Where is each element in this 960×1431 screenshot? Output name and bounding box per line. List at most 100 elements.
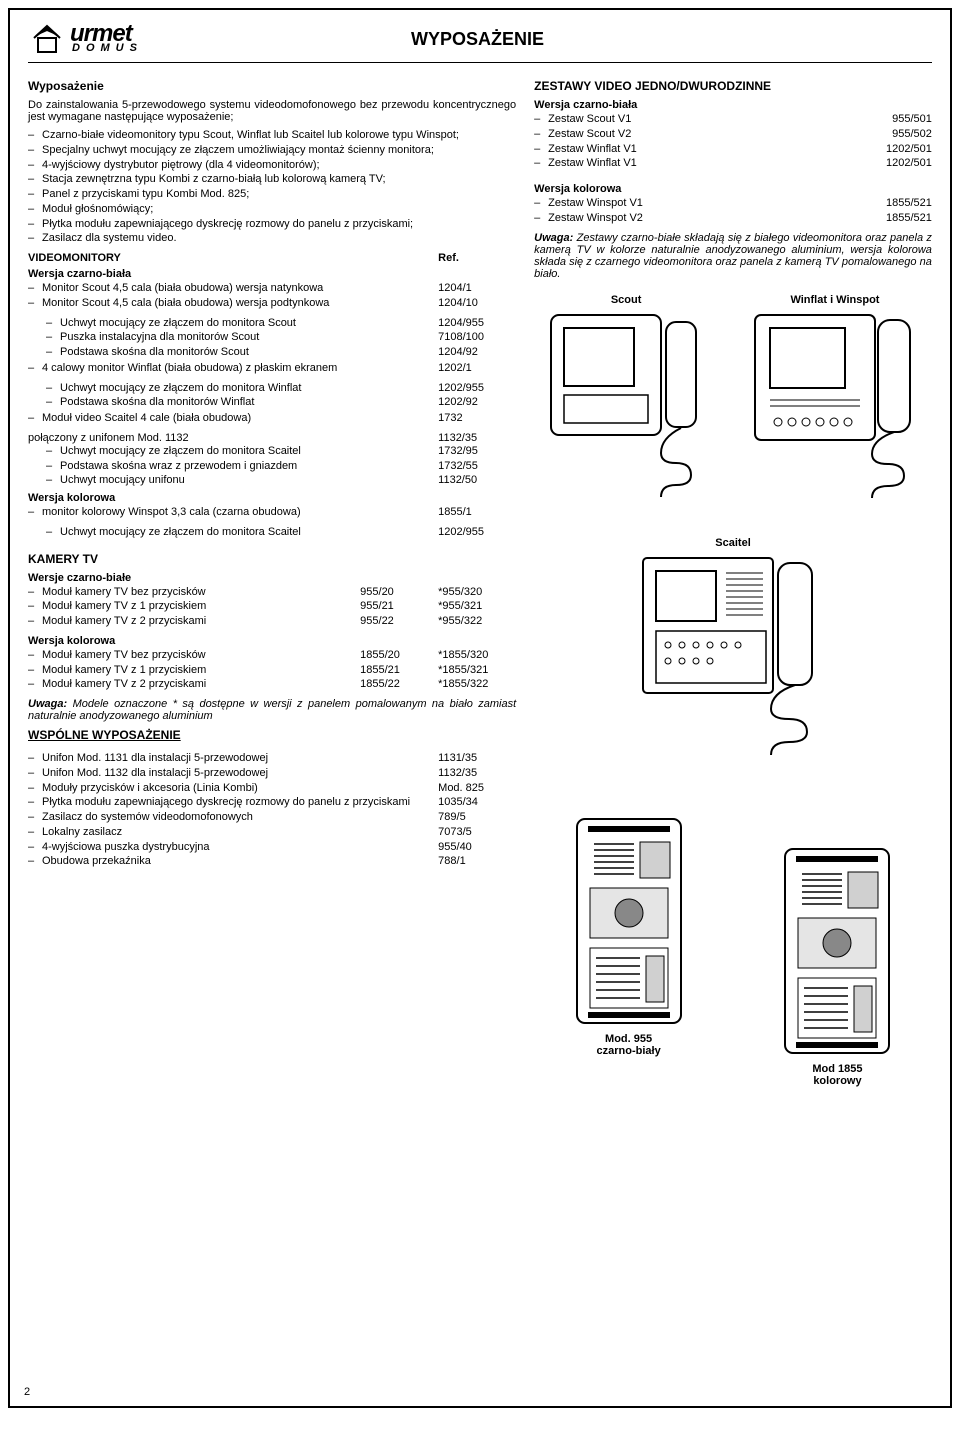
list-item: Unifon Mod. 1132 dla instalacji 5-przewo…	[28, 767, 516, 781]
cam-note: Uwaga: Modele oznaczone * są dostępne w …	[28, 698, 516, 722]
kits-note: Uwaga: Zestawy czarno-białe składają się…	[534, 232, 932, 280]
list-item: 4-wyjściowy dystrybutor piętrowy (dla 4 …	[28, 159, 516, 173]
figures-row-2: Scaitel	[534, 533, 932, 776]
list-item: Płytka modułu zapewniającego dyskrecję r…	[28, 218, 516, 232]
brand-text: urmet DOMUS	[70, 24, 143, 54]
ref-label: Ref.	[438, 252, 516, 264]
door-module-955-icon	[574, 816, 684, 1026]
monitor-winflat-icon	[750, 310, 920, 510]
list-item: Specjalny uchwyt mocujący ze złączem umo…	[28, 144, 516, 158]
list-item: Moduł kamery TV z 1 przyciskiem1855/21*1…	[28, 664, 516, 678]
equip-heading: Wyposażenie	[28, 79, 516, 93]
list-item: Zestaw Winspot V21855/521	[534, 212, 932, 226]
figures-row-3: Mod. 955 czarno-biały	[534, 816, 932, 1091]
page-title: WYPOSAŻENIE	[143, 29, 812, 50]
list-item: Uchwyt mocujący ze złączem do monitora W…	[28, 382, 516, 396]
common-heading: WSPÓLNE WYPOSAŻENIE	[28, 728, 516, 742]
brand-sub: DOMUS	[72, 43, 143, 54]
list-item: Zestaw Winflat V11202/501	[534, 143, 932, 157]
header: urmet DOMUS WYPOSAŻENIE	[28, 22, 932, 63]
right-column: ZESTAWY VIDEO JEDNO/DWURODZINNE Wersja c…	[534, 73, 932, 1111]
vm-bw-sub1: Uchwyt mocujący ze złączem do monitora S…	[28, 317, 516, 360]
list-item: Zestaw Winspot V11855/521	[534, 197, 932, 211]
fig-caption: Scout	[546, 294, 706, 306]
house-icon	[28, 22, 66, 56]
cam-color-list: Moduł kamery TV bez przycisków1855/20*18…	[28, 649, 516, 692]
vm-bw-heading: Wersja czarno-biała	[28, 268, 516, 280]
cam-heading: KAMERY TV	[28, 552, 516, 566]
list-item: 4 calowy monitor Winflat (biała obudowa)…	[28, 362, 516, 376]
list-item: Puszka instalacyjna dla monitorów Scout7…	[28, 331, 516, 345]
fig-caption: Winflat i Winspot	[750, 294, 920, 306]
list-item: Monitor Scout 4,5 cala (biała obudowa) w…	[28, 282, 516, 296]
list-item: Lokalny zasilacz7073/5	[28, 826, 516, 840]
note-body: Modele oznaczone * są dostępne w wersji …	[28, 698, 516, 722]
list-item: Moduł kamery TV bez przycisków1855/20*18…	[28, 649, 516, 663]
vm-color-heading: Wersja kolorowa	[28, 492, 516, 504]
list-item: Panel z przyciskami typu Kombi Mod. 825;	[28, 188, 516, 202]
cam-bw-heading: Wersje czarno-białe	[28, 572, 516, 584]
list-item: Zestaw Scout V2955/502	[534, 128, 932, 142]
vm-bw-list3: Moduł video Scaitel 4 cale (biała obudow…	[28, 412, 516, 426]
door-module-1855-icon	[782, 846, 892, 1056]
vm-bw-sub2: Uchwyt mocujący ze złączem do monitora W…	[28, 382, 516, 411]
list-item: Zestaw Winflat V11202/501	[534, 157, 932, 171]
monitor-scout-icon	[546, 310, 706, 510]
list-item: 4-wyjściowa puszka dystrybucyjna955/40	[28, 841, 516, 855]
cam-bw-list: Moduł kamery TV bez przycisków955/20*955…	[28, 586, 516, 629]
kits-color-heading: Wersja kolorowa	[534, 183, 932, 195]
columns: Wyposażenie Do zainstalowania 5-przewodo…	[28, 73, 932, 1111]
list-item: Moduł kamery TV z 2 przyciskami955/22*95…	[28, 615, 516, 629]
fig-caption: Mod 1855 kolorowy	[782, 1063, 892, 1087]
vm-heading: VIDEOMONITORY	[28, 252, 121, 264]
fig-scaitel: Scaitel	[638, 533, 828, 776]
joined-row: połączony z unifonem Mod. 1132 1132/35	[28, 432, 516, 444]
page: urmet DOMUS WYPOSAŻENIE Wyposażenie Do z…	[8, 8, 952, 1408]
note-label: Uwaga:	[28, 698, 67, 710]
list-item: Uchwyt mocujący ze złączem do monitora S…	[28, 445, 516, 459]
common-list: Unifon Mod. 1131 dla instalacji 5-przewo…	[28, 752, 516, 869]
list-item: monitor kolorowy Winspot 3,3 cala (czarn…	[28, 506, 516, 520]
list-item: Moduł kamery TV bez przycisków955/20*955…	[28, 586, 516, 600]
list-item: Zasilacz dla systemu video.	[28, 232, 516, 246]
list-item: Uchwyt mocujący ze złączem do monitora S…	[28, 317, 516, 331]
list-item: Moduł video Scaitel 4 cale (biała obudow…	[28, 412, 516, 426]
figures-row-1: Scout Winflat i Winspot	[534, 290, 932, 513]
page-number: 2	[24, 1386, 30, 1398]
vm-heading-row: VIDEOMONITORY Ref.	[28, 252, 516, 264]
list-item: Czarno-białe videomonitory typu Scout, W…	[28, 129, 516, 143]
vm-bw-sub3: Uchwyt mocujący ze złączem do monitora S…	[28, 445, 516, 488]
fig-caption: Scaitel	[638, 537, 828, 549]
list-item: Płytka modułu zapewniającego dyskrecję r…	[28, 796, 516, 810]
list-item: Stacja zewnętrzna typu Kombi z czarno-bi…	[28, 173, 516, 187]
list-item: Moduł głośnomówiący;	[28, 203, 516, 217]
kits-bw-list: Zestaw Scout V1955/501 Zestaw Scout V295…	[534, 113, 932, 171]
note-body: Zestawy czarno-białe składają się z biał…	[534, 232, 932, 280]
list-item: Podstawa skośna dla monitorów Winflat120…	[28, 396, 516, 410]
list-item: Moduły przycisków i akcesoria (Linia Kom…	[28, 782, 516, 796]
intro-text: Do zainstalowania 5-przewodowego systemu…	[28, 99, 516, 123]
list-item: Uchwyt mocujący ze złączem do monitora S…	[28, 526, 516, 540]
note-label: Uwaga:	[534, 232, 573, 244]
list-item: Podstawa skośna dla monitorów Scout1204/…	[28, 346, 516, 360]
list-item: Monitor Scout 4,5 cala (biała obudowa) w…	[28, 297, 516, 311]
brand-name: urmet	[70, 24, 143, 43]
list-item: Uchwyt mocujący unifonu1132/50	[28, 474, 516, 488]
fig-scout: Scout	[546, 290, 706, 513]
kits-color-list: Zestaw Winspot V11855/521 Zestaw Winspot…	[534, 197, 932, 226]
brand-logo: urmet DOMUS	[28, 22, 143, 56]
fig-mod955: Mod. 955 czarno-biały	[574, 816, 684, 1091]
list-item: Obudowa przekaźnika788/1	[28, 855, 516, 869]
vm-bw-list2: 4 calowy monitor Winflat (biała obudowa)…	[28, 362, 516, 376]
list-item: Moduł kamery TV z 2 przyciskami1855/22*1…	[28, 678, 516, 692]
left-column: Wyposażenie Do zainstalowania 5-przewodo…	[28, 73, 516, 1111]
vm-color-list: monitor kolorowy Winspot 3,3 cala (czarn…	[28, 506, 516, 520]
vm-color-sub: Uchwyt mocujący ze złączem do monitora S…	[28, 526, 516, 540]
list-item: Moduł kamery TV z 1 przyciskiem955/21*95…	[28, 600, 516, 614]
kits-bw-heading: Wersja czarno-biała	[534, 99, 932, 111]
list-item: Zestaw Scout V1955/501	[534, 113, 932, 127]
fig-winflat: Winflat i Winspot	[750, 290, 920, 513]
fig-mod1855: Mod 1855 kolorowy	[782, 846, 892, 1091]
vm-bw-list: Monitor Scout 4,5 cala (biała obudowa) w…	[28, 282, 516, 311]
fig-caption: Mod. 955 czarno-biały	[574, 1033, 684, 1057]
